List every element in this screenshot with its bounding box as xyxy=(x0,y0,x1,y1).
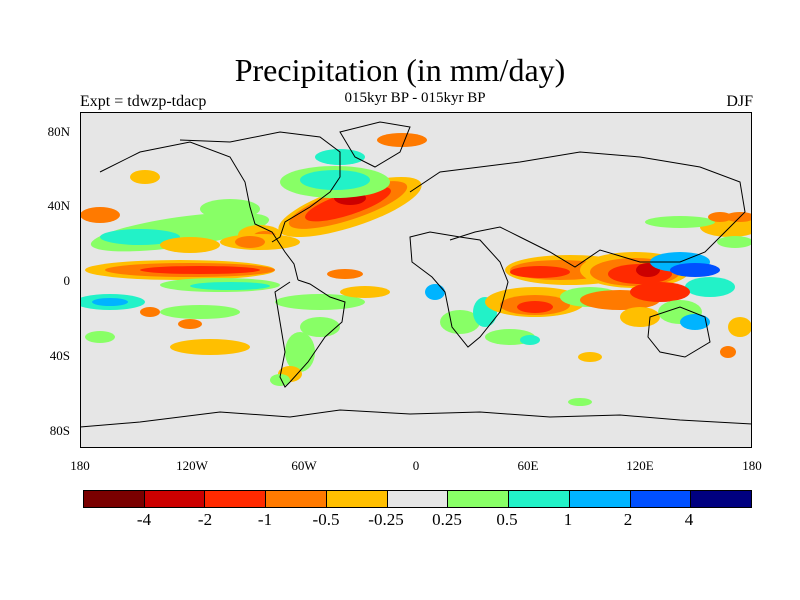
colorbar-segment xyxy=(569,491,631,507)
colorbar-label: 0.5 xyxy=(496,510,518,529)
colorbar-segment xyxy=(509,491,570,507)
lon-tick-180w: 180 xyxy=(70,458,90,473)
plot-subtitle: 015kyr BP - 015kyr BP xyxy=(344,90,486,106)
colorbar-segment xyxy=(84,491,145,507)
south-america xyxy=(274,279,346,388)
colorbar-segment xyxy=(205,491,267,507)
lon-tick-120e: 120E xyxy=(626,458,654,473)
colorbar-label: -4 xyxy=(136,510,152,529)
colorbar-label: -2 xyxy=(197,510,213,529)
colorbar-segment xyxy=(387,491,449,507)
lon-tick-60e: 60E xyxy=(517,458,539,473)
lat-tick-0: 0 xyxy=(63,273,71,288)
colorbar-label: 0.25 xyxy=(432,510,462,529)
map-frame xyxy=(80,112,752,448)
colorbar-label: 1 xyxy=(563,510,573,529)
lon-tick-180e: 180 xyxy=(742,458,762,473)
lon-tick-0: 0 xyxy=(412,458,420,473)
precip-map xyxy=(75,112,760,448)
experiment-label: Expt = tdwzp-tdacp xyxy=(80,93,207,110)
map-panel xyxy=(75,112,760,448)
australia xyxy=(647,306,711,358)
colorbar-label: -0.25 xyxy=(368,510,404,529)
colorbar-segment xyxy=(630,491,692,507)
colorbar xyxy=(83,490,752,508)
north-america-east-coast xyxy=(179,131,341,243)
antarctica xyxy=(79,409,753,428)
lon-tick-60w: 60W xyxy=(291,458,317,473)
colorbar-label: 4 xyxy=(684,510,694,529)
lat-tick-40n: 40N xyxy=(47,198,70,213)
colorbar-label: 2 xyxy=(623,510,633,529)
eurasia xyxy=(409,151,746,268)
lat-tick-80n: 80N xyxy=(47,124,70,139)
lat-tick-40s: 40S xyxy=(49,348,70,363)
season-label: DJF xyxy=(726,93,753,110)
colorbar-segment xyxy=(266,491,327,507)
colorbar-label: -0.5 xyxy=(312,510,340,529)
plot-title: Precipitation (in mm/day) xyxy=(234,52,566,88)
colorbar-segment xyxy=(326,491,388,507)
colorbar-label: -1 xyxy=(257,510,273,529)
lat-tick-80s: 80S xyxy=(49,423,70,438)
africa xyxy=(409,231,509,348)
north-america-west-coast xyxy=(99,141,299,281)
colorbar-segment xyxy=(691,491,752,507)
coastlines xyxy=(79,121,753,428)
greenland xyxy=(339,121,411,168)
colorbar-segment xyxy=(448,491,510,507)
colorbar-segment xyxy=(144,491,206,507)
lon-tick-120w: 120W xyxy=(176,458,208,473)
